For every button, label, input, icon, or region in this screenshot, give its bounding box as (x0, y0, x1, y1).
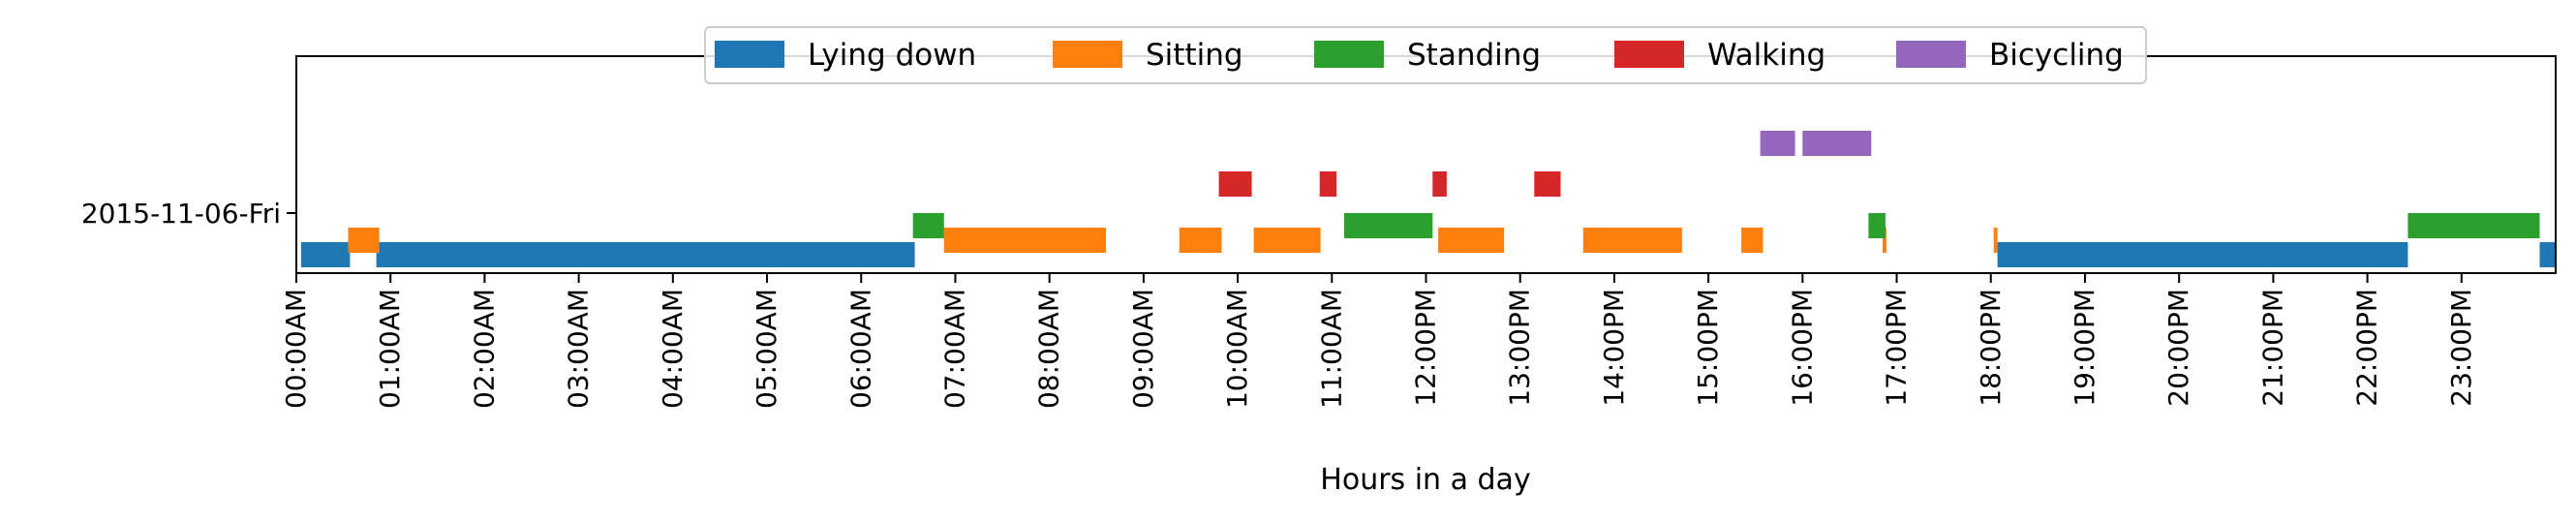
y-tick-label: 2015-11-06-Fri (81, 198, 281, 230)
bar-sitting-1 (943, 228, 1106, 253)
legend-swatch (1614, 41, 1684, 68)
x-tick-label: 21:00PM (2256, 289, 2288, 407)
x-tick-label: 10:00AM (1221, 289, 1253, 409)
bar-sitting-2 (1179, 228, 1222, 253)
bar-sitting-0 (348, 228, 380, 253)
bars-layer (300, 131, 2556, 267)
bar-standing-2 (1868, 213, 1886, 238)
bar-walking-0 (1218, 171, 1252, 197)
bar-standing-1 (1343, 213, 1433, 238)
bar-lying-down-3 (2539, 242, 2556, 267)
x-tick-label: 13:00PM (1504, 289, 1536, 407)
bar-sitting-7 (1883, 228, 1886, 253)
x-tick-label: 20:00PM (2162, 289, 2194, 407)
bar-walking-3 (1534, 171, 1561, 197)
x-tick-label: 12:00PM (1410, 289, 1442, 407)
x-tick-label: 17:00PM (1881, 289, 1913, 407)
legend-label: Walking (1707, 38, 1825, 73)
bar-lying-down-0 (300, 242, 351, 267)
bar-standing-0 (912, 213, 944, 238)
legend-swatch (715, 41, 784, 68)
plot-frame (295, 55, 2557, 274)
legend-swatch (1314, 41, 1384, 68)
x-tick-label: 09:00AM (1127, 289, 1159, 409)
x-tick-label: 22:00PM (2351, 289, 2383, 407)
legend-label: Sitting (1146, 38, 1243, 73)
bar-lying-down-2 (1997, 242, 2408, 267)
x-tick-label: 16:00PM (1786, 289, 1818, 407)
legend-label: Bicycling (1989, 38, 2124, 73)
x-tick-label: 08:00AM (1033, 289, 1065, 409)
x-tick-label: 11:00AM (1315, 289, 1347, 409)
legend-swatch (1896, 41, 1966, 68)
legend-swatch (1053, 41, 1122, 68)
x-tick-label: 23:00PM (2445, 289, 2477, 407)
x-tick-label: 01:00AM (374, 289, 406, 409)
bar-bicycling-1 (1802, 131, 1872, 156)
bar-walking-1 (1319, 171, 1337, 197)
x-tick-label: 06:00AM (844, 289, 876, 409)
x-tick-label: 14:00PM (1598, 289, 1630, 407)
bar-sitting-6 (1741, 228, 1763, 253)
x-tick-label: 15:00PM (1692, 289, 1724, 407)
x-tick-label: 04:00AM (657, 289, 689, 409)
y-axis-ticks: 2015-11-06-Fri (81, 198, 296, 230)
x-tick-label: 07:00AM (938, 289, 970, 409)
bar-standing-3 (2407, 213, 2540, 238)
bar-walking-2 (1432, 171, 1447, 197)
x-tick-label: 19:00PM (2069, 289, 2101, 407)
legend-label: Standing (1407, 38, 1541, 73)
x-axis-ticks: 00:00AM 01:00AM 02:00AM 03:00AM 04:00AM 05:00… (280, 273, 2477, 409)
bar-lying-down-1 (376, 242, 915, 267)
legend: Lying down Sitting Standing Walking Bicyclin… (704, 26, 2147, 84)
bar-sitting-8 (1993, 228, 1998, 253)
x-tick-label: 18:00PM (1975, 289, 2007, 407)
bar-sitting-4 (1438, 228, 1505, 253)
x-tick-label: 03:00AM (563, 289, 595, 409)
legend-label: Lying down (808, 38, 976, 73)
bar-bicycling-0 (1760, 131, 1795, 156)
x-tick-label: 02:00AM (468, 289, 500, 409)
x-tick-label: 05:00AM (751, 289, 782, 409)
bar-sitting-5 (1582, 228, 1682, 253)
x-tick-label: 00:00AM (280, 289, 312, 409)
x-axis-label: Hours in a day (1320, 463, 1530, 497)
bar-sitting-3 (1253, 228, 1321, 253)
